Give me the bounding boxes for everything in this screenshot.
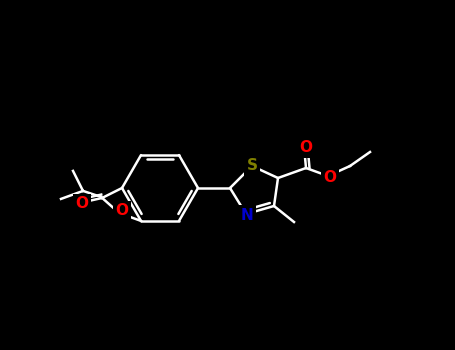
Text: O: O [116, 203, 128, 218]
Text: N: N [241, 208, 253, 223]
Text: S: S [247, 159, 258, 174]
Text: O: O [76, 196, 89, 211]
Text: O: O [324, 170, 337, 186]
Text: O: O [299, 140, 313, 155]
